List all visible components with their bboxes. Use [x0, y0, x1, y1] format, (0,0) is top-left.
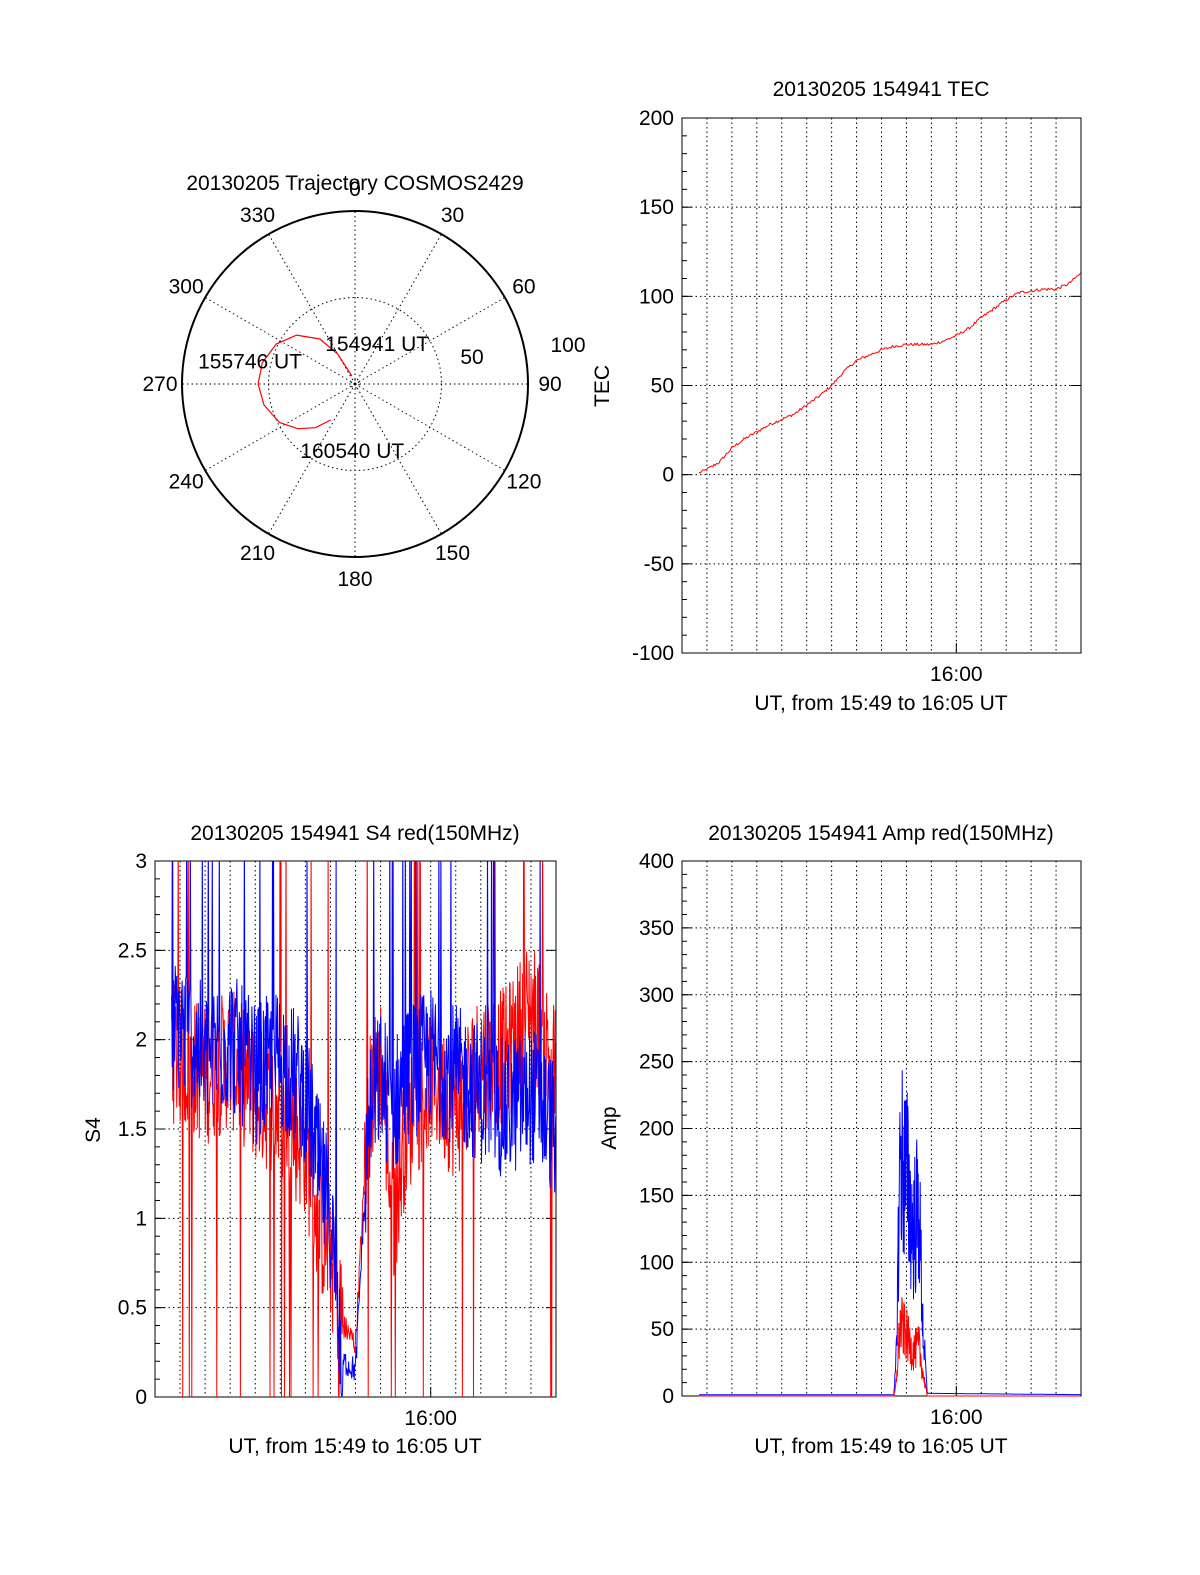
- polar-trajectory-line: [257, 334, 353, 430]
- amp-ytick-label: 50: [651, 1318, 674, 1341]
- s4-xtick-label: 16:00: [404, 1407, 457, 1430]
- s4-xlabel: UT, from 15:49 to 16:05 UT: [228, 1435, 481, 1458]
- polar-angle-label-0: 0: [349, 178, 361, 201]
- polar-title: 20130205 Trajectory COSMOS2429: [186, 172, 523, 195]
- tec-ylabel: TEC: [591, 365, 614, 407]
- tec-ytick-label: -50: [644, 553, 674, 576]
- amp-ytick-label: 200: [639, 1118, 674, 1141]
- polar-angle-label-60: 60: [512, 276, 535, 299]
- s4-ytick-label: 2: [135, 1029, 147, 1052]
- tec-ytick-label: 0: [662, 464, 674, 487]
- s4-ytick-label: 1: [135, 1207, 147, 1230]
- polar-spoke-330: [268, 233, 356, 385]
- amp-ytick-label: 350: [639, 917, 674, 940]
- s4-ytick-label: 2.5: [118, 939, 147, 962]
- polar-angle-label-90: 90: [538, 373, 561, 396]
- tec-ytick-label: 50: [651, 375, 674, 398]
- amp-series-line-1: [699, 1297, 1081, 1397]
- s4-frame: [154, 860, 557, 1398]
- tec-title: 20130205 154941 TEC: [773, 78, 990, 101]
- polar-angle-label-120: 120: [506, 471, 541, 494]
- tec-ytick-label: 200: [639, 107, 674, 130]
- s4-ytick-label: 0: [135, 1386, 147, 1409]
- tec-frame: [681, 117, 1082, 654]
- s4-ytick-label: 0.5: [118, 1297, 147, 1320]
- polar-angle-label-330: 330: [240, 204, 275, 227]
- polar-spoke-300: [204, 297, 356, 385]
- polar-center-circle: [350, 379, 360, 389]
- amp-title: 20130205 154941 Amp red(150MHz): [708, 822, 1054, 845]
- polar-angle-label-180: 180: [337, 568, 372, 591]
- polar-spoke-240: [204, 383, 356, 471]
- polar-annotation-2: 160540 UT: [300, 440, 404, 463]
- polar-spoke-60: [354, 297, 506, 385]
- tec-chart: 20130205 154941 TEC UT, from 15:49 to 16…: [591, 78, 1082, 715]
- polar-spoke-210: [268, 383, 356, 535]
- polar-angle-label-300: 300: [169, 276, 204, 299]
- amp-ytick-label: 150: [639, 1184, 674, 1207]
- polar-annotation-0: 154941 UT: [325, 333, 429, 356]
- polar-angle-label-150: 150: [435, 542, 470, 565]
- polar-radial-label-50: 50: [460, 346, 483, 369]
- amp-ylabel: Amp: [598, 1106, 621, 1149]
- tec-ytick-label: 100: [639, 285, 674, 308]
- polar-radial-label-100: 100: [550, 334, 585, 357]
- amp-chart: 20130205 154941 Amp red(150MHz) UT, from…: [598, 822, 1082, 1458]
- polar-angle-label-240: 240: [169, 471, 204, 494]
- polar-outer-ring: [181, 210, 529, 558]
- tec-series-line: [698, 272, 1081, 474]
- polar-angle-label-210: 210: [240, 542, 275, 565]
- tec-ytick-label: -100: [632, 642, 674, 665]
- polar-annotation-1: 155746 UT: [198, 351, 302, 374]
- amp-xtick-label: 16:00: [930, 1406, 983, 1429]
- tec-xtick-label: 16:00: [930, 663, 983, 686]
- s4-ylabel: S4: [82, 1117, 105, 1143]
- amp-xlabel: UT, from 15:49 to 16:05 UT: [754, 1435, 1007, 1458]
- s4-chart: 20130205 154941 S4 red(150MHz) UT, from …: [82, 822, 557, 1458]
- amp-series-line-0: [699, 1070, 1081, 1396]
- amp-ytick-label: 0: [662, 1385, 674, 1408]
- s4-ytick-label: 3: [135, 850, 147, 873]
- polar-angle-label-30: 30: [441, 204, 464, 227]
- s4-ytick-label: 1.5: [118, 1118, 147, 1141]
- s4-title: 20130205 154941 S4 red(150MHz): [190, 822, 519, 845]
- amp-ytick-label: 400: [639, 850, 674, 873]
- trajectory-polar-plot: 20130205 Trajectory COSMOS2429 0 30 60 90 12…: [142, 172, 585, 591]
- s4-series-line-1: [171, 861, 556, 1397]
- amp-ytick-label: 250: [639, 1051, 674, 1074]
- polar-angle-label-270: 270: [142, 373, 177, 396]
- polar-spoke-30: [354, 233, 442, 385]
- tec-xlabel: UT, from 15:49 to 16:05 UT: [754, 692, 1007, 715]
- polar-spoke-150: [354, 383, 442, 535]
- amp-ytick-label: 100: [639, 1251, 674, 1274]
- amp-ytick-label: 300: [639, 984, 674, 1007]
- polar-spoke-120: [354, 383, 506, 471]
- tec-ytick-label: 150: [639, 196, 674, 219]
